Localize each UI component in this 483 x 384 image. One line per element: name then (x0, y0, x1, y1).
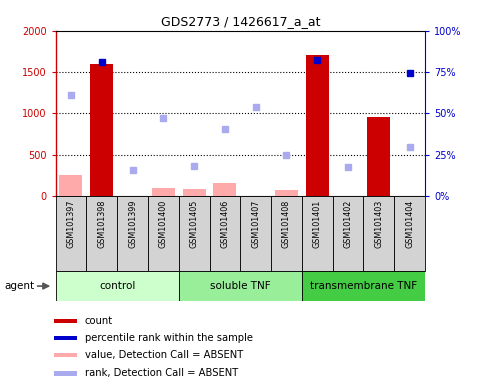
Bar (56, 196, 86, 271)
Bar (302, 196, 333, 271)
Bar (271, 196, 302, 271)
Bar (394, 196, 425, 271)
Bar (302, 271, 425, 301)
Text: GSM101399: GSM101399 (128, 200, 137, 248)
Text: GSM101401: GSM101401 (313, 200, 322, 248)
Bar (213, 184, 237, 196)
Bar (240, 196, 271, 271)
Title: GDS2773 / 1426617_a_at: GDS2773 / 1426617_a_at (160, 15, 320, 28)
Bar (54, 319, 77, 323)
Bar (333, 196, 364, 271)
Text: percentile rank within the sample: percentile rank within the sample (85, 333, 253, 343)
Text: rank, Detection Call = ABSENT: rank, Detection Call = ABSENT (85, 368, 238, 378)
Text: count: count (85, 316, 113, 326)
Text: GSM101397: GSM101397 (67, 200, 75, 248)
Text: GSM101407: GSM101407 (251, 200, 260, 248)
Bar (56, 271, 179, 301)
Bar (183, 189, 206, 196)
Text: value, Detection Call = ABSENT: value, Detection Call = ABSENT (85, 350, 243, 360)
Bar (54, 336, 77, 340)
Text: transmembrane TNF: transmembrane TNF (310, 281, 417, 291)
Bar (179, 271, 302, 301)
Text: soluble TNF: soluble TNF (210, 281, 270, 291)
Bar (306, 55, 329, 196)
Text: GSM101408: GSM101408 (282, 200, 291, 248)
Bar (117, 196, 148, 271)
Bar (364, 196, 394, 271)
Bar (148, 196, 179, 271)
Text: GSM101404: GSM101404 (405, 200, 414, 248)
Text: GSM101398: GSM101398 (97, 200, 106, 248)
Bar (275, 190, 298, 196)
Text: GSM101405: GSM101405 (190, 200, 199, 248)
Bar (59, 175, 83, 196)
Text: control: control (99, 281, 135, 291)
Text: GSM101402: GSM101402 (343, 200, 353, 248)
Bar (179, 196, 210, 271)
Bar (210, 196, 240, 271)
Bar (90, 64, 114, 196)
Text: agent: agent (5, 281, 35, 291)
Bar (86, 196, 117, 271)
Text: GSM101406: GSM101406 (220, 200, 229, 248)
Bar (367, 118, 390, 196)
Bar (152, 188, 175, 196)
Bar (54, 371, 77, 376)
Text: GSM101400: GSM101400 (159, 200, 168, 248)
Text: GSM101403: GSM101403 (374, 200, 384, 248)
Bar (54, 353, 77, 357)
